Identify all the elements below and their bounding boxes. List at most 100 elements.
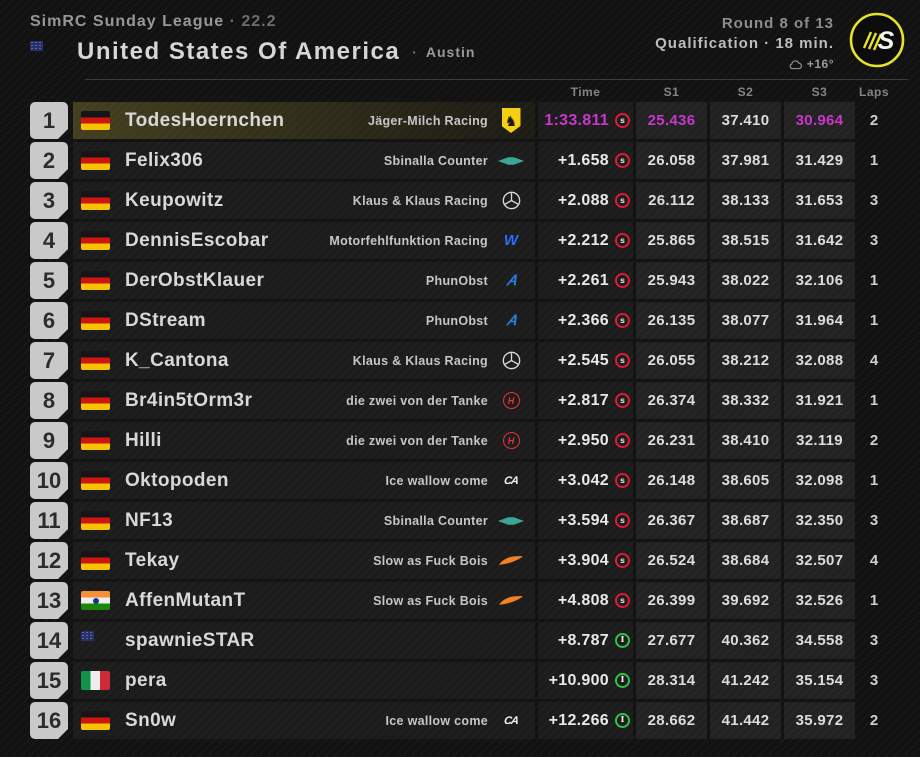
sector1-time: 26.112 [636, 182, 707, 219]
driver-cell: Sn0w Ice wallow come CA [73, 702, 535, 739]
haas-logo-icon: H [502, 432, 520, 449]
driver-name: Felix306 [125, 149, 204, 171]
driver-flag-icon [81, 391, 110, 410]
driver-cell: AffenMutanT Slow as Fuck Bois [73, 582, 535, 619]
laps-count: 4 [869, 352, 879, 369]
driver-name: DennisEscobar [125, 229, 269, 251]
driver-cell: Oktopoden Ice wallow come CA [73, 462, 535, 499]
driver-cell: K_Cantona Klaus & Klaus Racing [73, 342, 535, 379]
sector2-time: 41.442 [710, 702, 781, 739]
team-logo [496, 182, 526, 219]
laps-count: 1 [869, 472, 879, 489]
team-logo: ♞ [496, 102, 526, 139]
driver-name: DStream [125, 309, 206, 331]
usa-flag-icon [30, 41, 63, 63]
laps-count: 1 [869, 392, 879, 409]
driver-name: Sn0w [125, 709, 177, 731]
league-name: SimRC Sunday League [30, 13, 225, 30]
team-name: Motorfehlfunktion Racing [329, 233, 488, 248]
laps-count: 3 [869, 512, 879, 529]
sector3-time: 32.098 [784, 462, 855, 499]
table-row: 7 K_Cantona Klaus & Klaus Racing +2.545 … [30, 342, 890, 379]
sector3-time: 32.526 [784, 582, 855, 619]
results-table: Time S1 S2 S3 Laps 1 TodesHoernchen Jäge… [30, 84, 890, 742]
sector2-time: 38.515 [710, 222, 781, 259]
round-label: Round 8 of 13 [721, 15, 834, 32]
driver-cell: pera [73, 662, 535, 699]
position-badge: 11 [30, 502, 68, 539]
driver-name: Br4in5tOrm3r [125, 389, 253, 411]
position-badge: 12 [30, 542, 68, 579]
col-laps: Laps [858, 85, 889, 99]
team-name: Klaus & Klaus Racing [352, 193, 488, 208]
team-name: Slow as Fuck Bois [373, 553, 488, 568]
driver-flag-icon [81, 151, 110, 170]
sector3-time: 31.964 [784, 302, 855, 339]
laps-count: 2 [869, 112, 879, 129]
sector2-time: 40.362 [710, 622, 781, 659]
laps-count: 1 [869, 592, 879, 609]
sector2-time: 38.684 [710, 542, 781, 579]
table-row: 2 Felix306 Sbinalla Counter +1.658 s 26.… [30, 142, 890, 179]
time-cell: +2.545 s [538, 342, 633, 379]
sector3-time: 31.653 [784, 182, 855, 219]
driver-flag-icon [81, 271, 110, 290]
aston-martin-logo-icon [497, 156, 525, 165]
team-logo: H [496, 382, 526, 419]
sector3-time: 35.154 [784, 662, 855, 699]
table-row: 4 DennisEscobar Motorfehlfunktion Racing… [30, 222, 890, 259]
time-cell: +2.366 s [538, 302, 633, 339]
temperature-label: +16° [806, 57, 834, 71]
team-name: Klaus & Klaus Racing [352, 353, 488, 368]
sector1-time: 26.367 [636, 502, 707, 539]
driver-flag-icon [81, 311, 110, 330]
sector1-time: 27.677 [636, 622, 707, 659]
laps-count: 3 [869, 672, 879, 689]
position-badge: 16 [30, 702, 68, 739]
sector1-time: 26.374 [636, 382, 707, 419]
alfa-romeo-logo-icon: CA [503, 474, 519, 487]
team-name: PhunObst [425, 273, 488, 288]
position-badge: 15 [30, 662, 68, 699]
position-badge: 3 [30, 182, 68, 219]
tyre-compound-icon: s [615, 593, 630, 608]
time-cell: +2.261 s [538, 262, 633, 299]
laps-count: 1 [869, 272, 879, 289]
time-cell: +2.950 s [538, 422, 633, 459]
driver-flag-icon [81, 231, 110, 250]
team-logo: CA [496, 702, 526, 739]
table-row: 12 Tekay Slow as Fuck Bois +3.904 s 26.5… [30, 542, 890, 579]
table-row: 13 AffenMutanT Slow as Fuck Bois +4.808 … [30, 582, 890, 619]
position-badge: 13 [30, 582, 68, 619]
sector2-time: 38.022 [710, 262, 781, 299]
tyre-compound-icon: s [615, 313, 630, 328]
driver-name: K_Cantona [125, 349, 229, 371]
team-name: Sbinalla Counter [383, 513, 488, 528]
table-row: 10 Oktopoden Ice wallow come CA +3.042 s… [30, 462, 890, 499]
sector2-time: 38.077 [710, 302, 781, 339]
lap-time: 1:33.811 [544, 111, 609, 129]
time-cell: +1.658 s [538, 142, 633, 179]
tyre-compound-icon: s [615, 153, 630, 168]
tyre-compound-icon: I [615, 633, 630, 648]
table-row: 16 Sn0w Ice wallow come CA +12.266 I 28.… [30, 702, 890, 739]
col-s1: S1 [663, 85, 680, 99]
driver-name: Hilli [125, 429, 162, 451]
team-name: Sbinalla Counter [383, 153, 488, 168]
team-logo: 𝐴 [496, 262, 526, 299]
laps-count: 2 [869, 432, 879, 449]
sector2-time: 39.692 [710, 582, 781, 619]
header-divider [85, 79, 908, 80]
laps-count: 2 [869, 712, 879, 729]
laps-count: 1 [869, 312, 879, 329]
page-title: United States Of America [77, 38, 401, 65]
time-cell: +2.817 s [538, 382, 633, 419]
svg-text:S: S [878, 27, 895, 55]
header: SimRC Sunday League · 22.2 United States… [0, 0, 920, 79]
weather: +16° [655, 57, 834, 71]
ferrari-logo-icon: ♞ [501, 108, 521, 133]
sector3-time: 31.642 [784, 222, 855, 259]
driver-name: AffenMutanT [125, 589, 246, 611]
time-cell: +12.266 I [538, 702, 633, 739]
driver-cell: Hilli die zwei von der Tanke H [73, 422, 535, 459]
